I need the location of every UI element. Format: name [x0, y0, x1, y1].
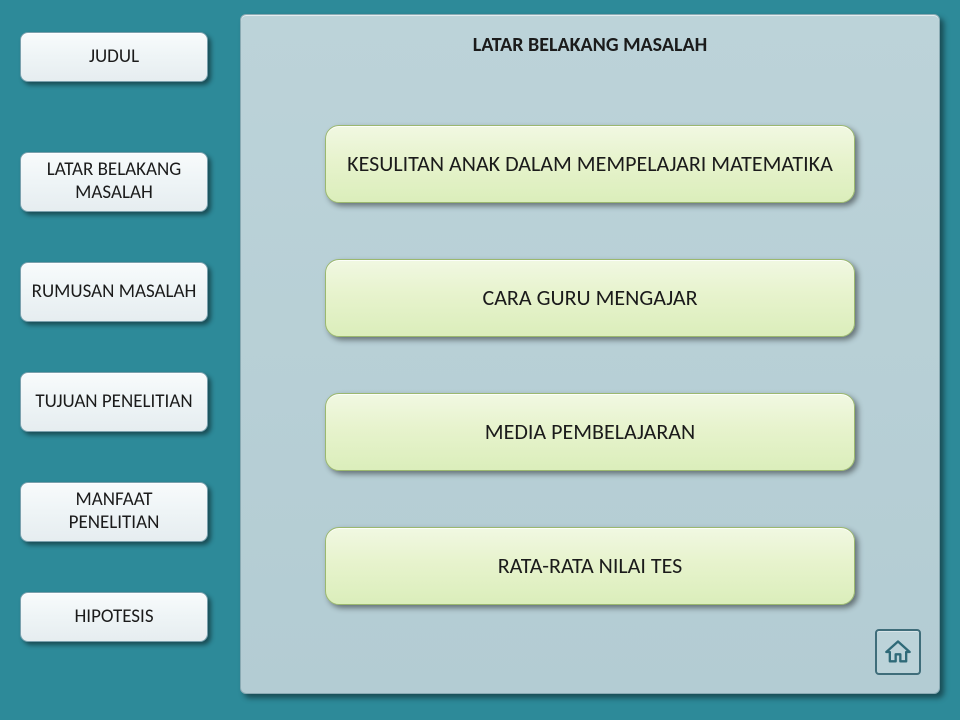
nav-latar-belakang[interactable]: LATAR BELAKANG MASALAH [20, 152, 208, 212]
nav-label: JUDUL [89, 46, 139, 69]
nav-label: RUMUSAN MASALAH [32, 281, 197, 304]
nav-hipotesis[interactable]: HIPOTESIS [20, 592, 208, 642]
home-button[interactable] [875, 629, 921, 675]
nav-judul[interactable]: JUDUL [20, 32, 208, 82]
nav-label: TUJUAN PENELITIAN [35, 391, 192, 414]
panel-title: LATAR BELAKANG MASALAH [241, 33, 939, 57]
card-label: KESULITAN ANAK DALAM MEMPELAJARI MATEMAT… [347, 151, 833, 177]
nav-label: MANFAAT PENELITIAN [29, 489, 199, 535]
card-label: MEDIA PEMBELAJARAN [485, 419, 695, 445]
card-label: RATA-RATA NILAI TES [498, 553, 683, 579]
card-label: CARA GURU MENGAJAR [482, 285, 697, 311]
card-kesulitan-anak[interactable]: KESULITAN ANAK DALAM MEMPELAJARI MATEMAT… [325, 125, 855, 203]
card-rata-rata-nilai[interactable]: RATA-RATA NILAI TES [325, 527, 855, 605]
nav-label: HIPOTESIS [74, 606, 153, 629]
nav-rumusan-masalah[interactable]: RUMUSAN MASALAH [20, 262, 208, 322]
nav-tujuan-penelitian[interactable]: TUJUAN PENELITIAN [20, 372, 208, 432]
content-panel: LATAR BELAKANG MASALAH KESULITAN ANAK DA… [240, 14, 940, 694]
card-cara-guru[interactable]: CARA GURU MENGAJAR [325, 259, 855, 337]
nav-label: LATAR BELAKANG MASALAH [29, 159, 199, 205]
stage: JUDUL LATAR BELAKANG MASALAH RUMUSAN MAS… [0, 0, 960, 720]
nav-manfaat-penelitian[interactable]: MANFAAT PENELITIAN [20, 482, 208, 542]
home-icon [884, 638, 912, 666]
card-media-pembelajaran[interactable]: MEDIA PEMBELAJARAN [325, 393, 855, 471]
